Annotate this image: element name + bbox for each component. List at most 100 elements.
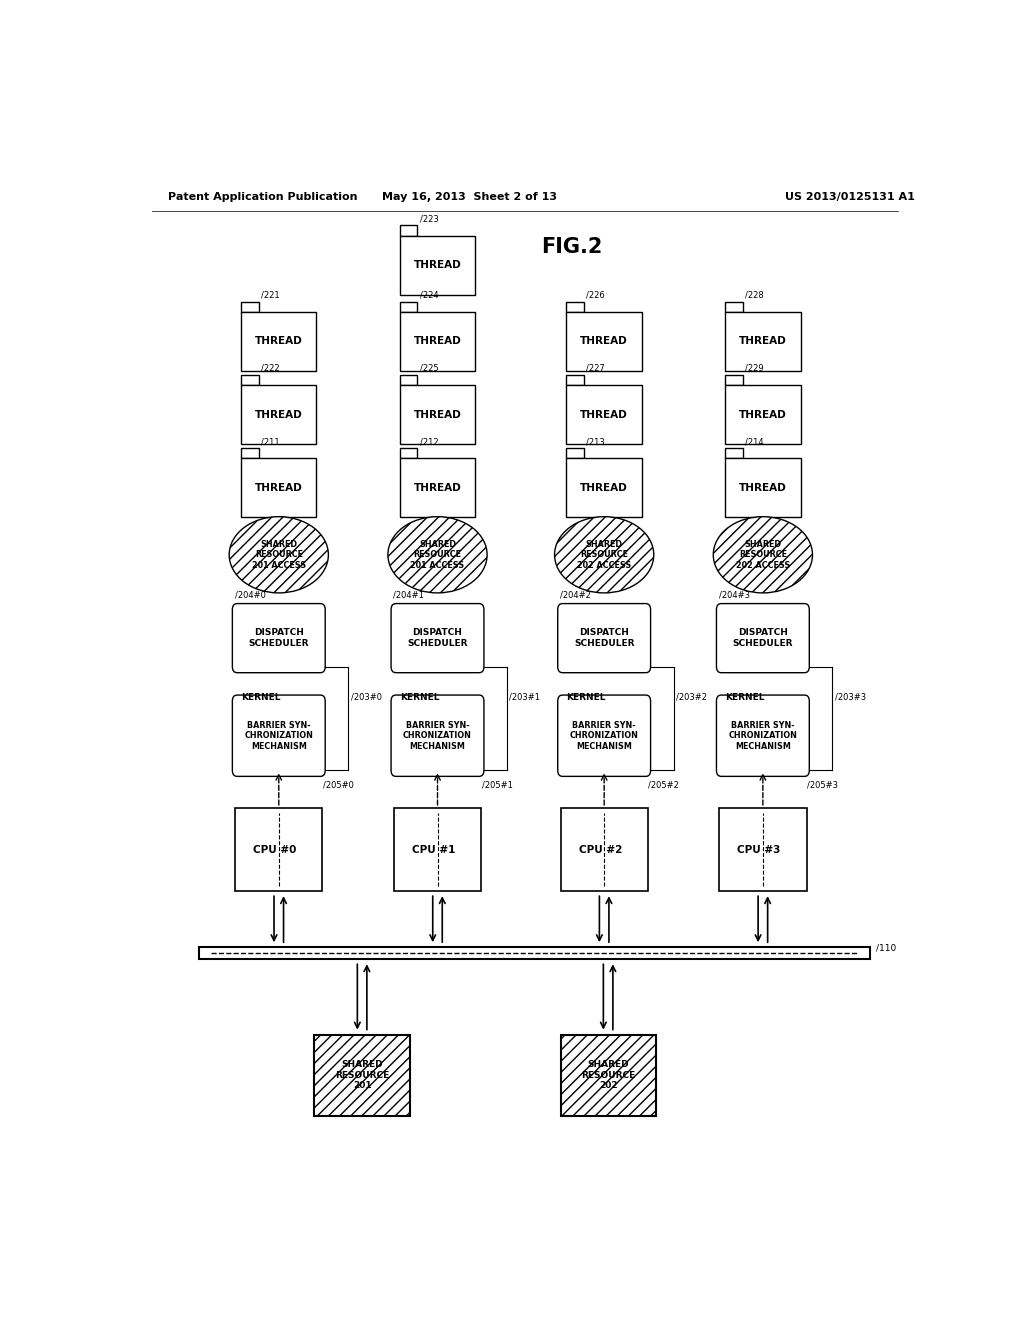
Text: /204#2: /204#2: [560, 590, 591, 599]
Ellipse shape: [555, 516, 653, 593]
Bar: [314, 1035, 410, 1115]
Text: KERNEL: KERNEL: [566, 693, 606, 702]
Text: SHARED
RESOURCE
201: SHARED RESOURCE 201: [335, 1060, 389, 1090]
Text: /205#2: /205#2: [648, 780, 679, 789]
Text: SHARED
RESOURCE
202 ACCESS: SHARED RESOURCE 202 ACCESS: [578, 540, 631, 570]
Polygon shape: [241, 375, 258, 385]
Text: /205#3: /205#3: [807, 780, 838, 789]
Text: CPU #0: CPU #0: [253, 845, 297, 854]
FancyBboxPatch shape: [717, 603, 809, 673]
Bar: [399, 236, 475, 294]
Bar: [566, 312, 642, 371]
Bar: [719, 808, 807, 891]
Bar: [560, 1035, 655, 1115]
Text: THREAD: THREAD: [255, 483, 303, 492]
Text: /203#0: /203#0: [350, 693, 382, 702]
Text: THREAD: THREAD: [581, 337, 628, 346]
Ellipse shape: [388, 516, 487, 593]
Text: BARRIER SYN-
CHRONIZATION
MECHANISM: BARRIER SYN- CHRONIZATION MECHANISM: [403, 721, 472, 751]
FancyBboxPatch shape: [558, 603, 650, 673]
Text: THREAD: THREAD: [414, 337, 462, 346]
Text: /203#2: /203#2: [676, 693, 707, 702]
Text: SHARED
RESOURCE
201 ACCESS: SHARED RESOURCE 201 ACCESS: [411, 540, 465, 570]
Polygon shape: [725, 302, 742, 312]
Text: Patent Application Publication: Patent Application Publication: [168, 191, 357, 202]
Text: BARRIER SYN-
CHRONIZATION
MECHANISM: BARRIER SYN- CHRONIZATION MECHANISM: [569, 721, 639, 751]
Text: /225: /225: [420, 364, 438, 372]
Bar: [241, 312, 316, 371]
Text: THREAD: THREAD: [255, 337, 303, 346]
Text: US 2013/0125131 A1: US 2013/0125131 A1: [785, 191, 915, 202]
Text: THREAD: THREAD: [414, 483, 462, 492]
Text: /204#3: /204#3: [719, 590, 750, 599]
FancyBboxPatch shape: [232, 696, 326, 776]
Text: /204#1: /204#1: [393, 590, 424, 599]
Polygon shape: [566, 375, 584, 385]
Text: CPU #1: CPU #1: [412, 845, 456, 854]
Text: THREAD: THREAD: [739, 337, 786, 346]
Text: THREAD: THREAD: [581, 409, 628, 420]
Text: /213: /213: [587, 437, 605, 446]
Polygon shape: [566, 302, 584, 312]
Text: /211: /211: [261, 437, 280, 446]
Text: BARRIER SYN-
CHRONIZATION
MECHANISM: BARRIER SYN- CHRONIZATION MECHANISM: [728, 721, 798, 751]
Text: /229: /229: [745, 364, 764, 372]
Text: BARRIER SYN-
CHRONIZATION
MECHANISM: BARRIER SYN- CHRONIZATION MECHANISM: [245, 721, 313, 751]
FancyBboxPatch shape: [391, 603, 484, 673]
Text: CPU #3: CPU #3: [737, 845, 780, 854]
Bar: [566, 458, 642, 517]
Text: KERNEL: KERNEL: [725, 693, 765, 702]
Text: /226: /226: [587, 290, 605, 300]
Text: /228: /228: [745, 290, 764, 300]
Text: FIG.2: FIG.2: [541, 236, 602, 257]
Polygon shape: [725, 375, 742, 385]
Text: THREAD: THREAD: [414, 260, 462, 271]
Text: THREAD: THREAD: [255, 409, 303, 420]
Bar: [725, 458, 801, 517]
Text: DISPATCH
SCHEDULER: DISPATCH SCHEDULER: [573, 628, 635, 648]
Text: /203#1: /203#1: [509, 693, 541, 702]
Text: /221: /221: [261, 290, 280, 300]
Bar: [394, 808, 481, 891]
Ellipse shape: [714, 516, 812, 593]
Text: SHARED
RESOURCE
202 ACCESS: SHARED RESOURCE 202 ACCESS: [736, 540, 790, 570]
Bar: [241, 458, 316, 517]
Text: KERNEL: KERNEL: [241, 693, 281, 702]
Polygon shape: [241, 447, 258, 458]
Text: SHARED
RESOURCE
201 ACCESS: SHARED RESOURCE 201 ACCESS: [252, 540, 306, 570]
Text: THREAD: THREAD: [739, 483, 786, 492]
Text: /214: /214: [745, 437, 764, 446]
Text: /204#0: /204#0: [234, 590, 265, 599]
FancyBboxPatch shape: [232, 603, 326, 673]
Text: THREAD: THREAD: [739, 409, 786, 420]
Polygon shape: [241, 302, 258, 312]
Bar: [725, 385, 801, 444]
Text: DISPATCH
SCHEDULER: DISPATCH SCHEDULER: [732, 628, 794, 648]
FancyBboxPatch shape: [558, 696, 650, 776]
Text: /203#3: /203#3: [835, 693, 866, 702]
Ellipse shape: [229, 516, 329, 593]
Text: CPU #2: CPU #2: [579, 845, 622, 854]
Text: KERNEL: KERNEL: [399, 693, 439, 702]
Polygon shape: [399, 375, 417, 385]
Polygon shape: [725, 447, 742, 458]
Text: /205#1: /205#1: [481, 780, 512, 789]
Text: DISPATCH
SCHEDULER: DISPATCH SCHEDULER: [249, 628, 309, 648]
Text: /224: /224: [420, 290, 438, 300]
Bar: [399, 312, 475, 371]
Text: /223: /223: [420, 214, 438, 223]
Text: /110: /110: [877, 944, 897, 953]
Polygon shape: [399, 226, 417, 236]
Polygon shape: [566, 447, 584, 458]
FancyBboxPatch shape: [391, 696, 484, 776]
Text: /222: /222: [261, 364, 280, 372]
Bar: [236, 808, 323, 891]
Bar: [241, 385, 316, 444]
Bar: [560, 808, 648, 891]
Text: May 16, 2013  Sheet 2 of 13: May 16, 2013 Sheet 2 of 13: [382, 191, 557, 202]
Bar: [566, 385, 642, 444]
Text: SHARED
RESOURCE
202: SHARED RESOURCE 202: [581, 1060, 635, 1090]
Bar: [399, 458, 475, 517]
Bar: [200, 948, 870, 960]
Text: THREAD: THREAD: [414, 409, 462, 420]
